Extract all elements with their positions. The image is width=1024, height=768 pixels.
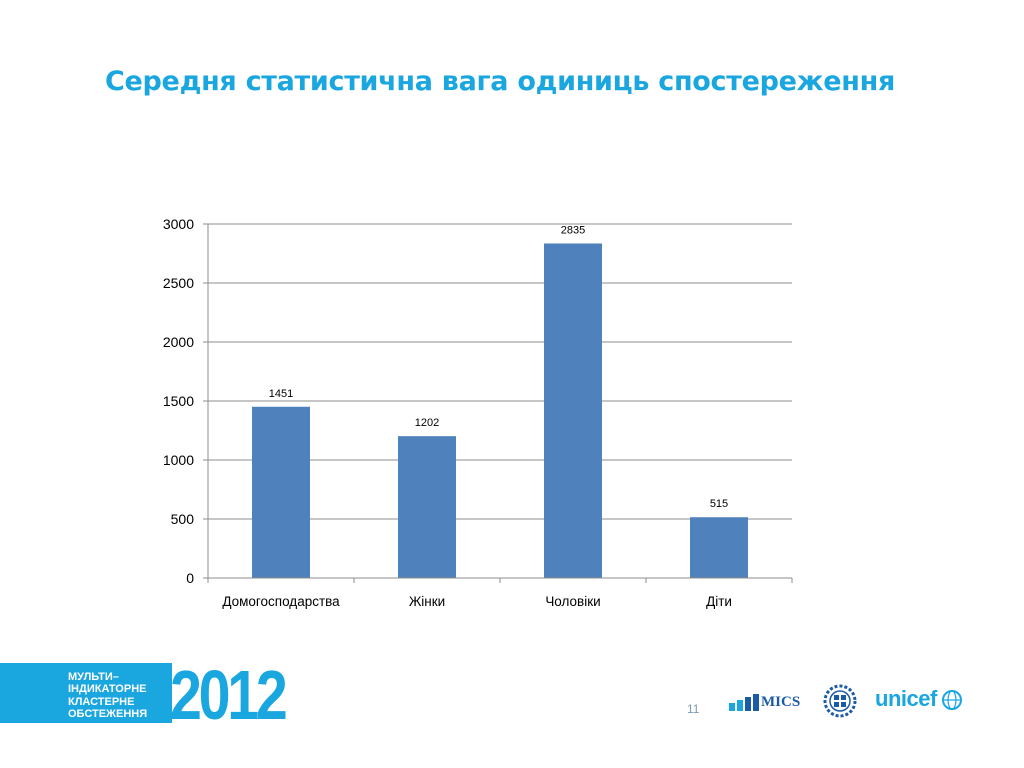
footer-banner (0, 663, 172, 723)
mics-logo-text: MICS (761, 694, 801, 710)
unicef-logo: unicef (875, 686, 937, 711)
labels: 0 500 1000 1500 2000 2500 3000 1451 Домогосподар… (163, 216, 732, 609)
axes (203, 223, 793, 583)
x-tick-label: Жінки (409, 594, 445, 609)
page-number: 11 (687, 702, 700, 716)
banner-line-3: КЛАСТЕРНЕ (68, 695, 135, 708)
bars (252, 243, 748, 578)
data-label: 515 (710, 498, 728, 510)
data-label: 1202 (415, 417, 439, 429)
bar-1 (252, 406, 310, 578)
y-tick-label: 2500 (163, 275, 194, 291)
y-tick-label: 1500 (163, 393, 194, 409)
bar-chart: 0 500 1000 1500 2000 2500 3000 1451 Домогосподар… (163, 216, 793, 609)
banner-line-1: МУЛЬТИ– (68, 671, 119, 683)
mics-bars-icon (729, 694, 759, 711)
data-label: 1451 (269, 388, 293, 400)
y-tick-label: 2000 (163, 334, 194, 350)
y-tick-label: 500 (171, 511, 195, 527)
footer-banner-text: МУЛЬТИ– ІНДИКАТОРНЕ КЛАСТЕРНЕ ОБСТЕЖЕННЯ (68, 671, 147, 721)
banner-line-4: ОБСТЕЖЕННЯ (68, 708, 148, 721)
y-tick-label: 0 (186, 570, 194, 586)
footer-year: 2012 (170, 656, 288, 734)
bar-4 (690, 517, 748, 578)
x-tick-label: Чоловіки (545, 594, 600, 609)
bar-2 (398, 436, 456, 578)
banner-line-2: ІНДИКАТОРНЕ (68, 683, 147, 696)
unicef-globe-icon (942, 690, 962, 710)
x-tick-label: Домогосподарства (222, 594, 340, 609)
mics-logo: MICS (728, 693, 808, 713)
slide-title: Середня статистична вага одиниць спостер… (105, 66, 895, 97)
bar-3 (544, 243, 602, 578)
y-tick-label: 3000 (163, 216, 194, 232)
x-tick-label: Діти (706, 594, 732, 609)
data-label: 2835 (561, 224, 585, 236)
seal-emblem-icon (823, 684, 857, 718)
y-tick-label: 1000 (163, 452, 194, 468)
